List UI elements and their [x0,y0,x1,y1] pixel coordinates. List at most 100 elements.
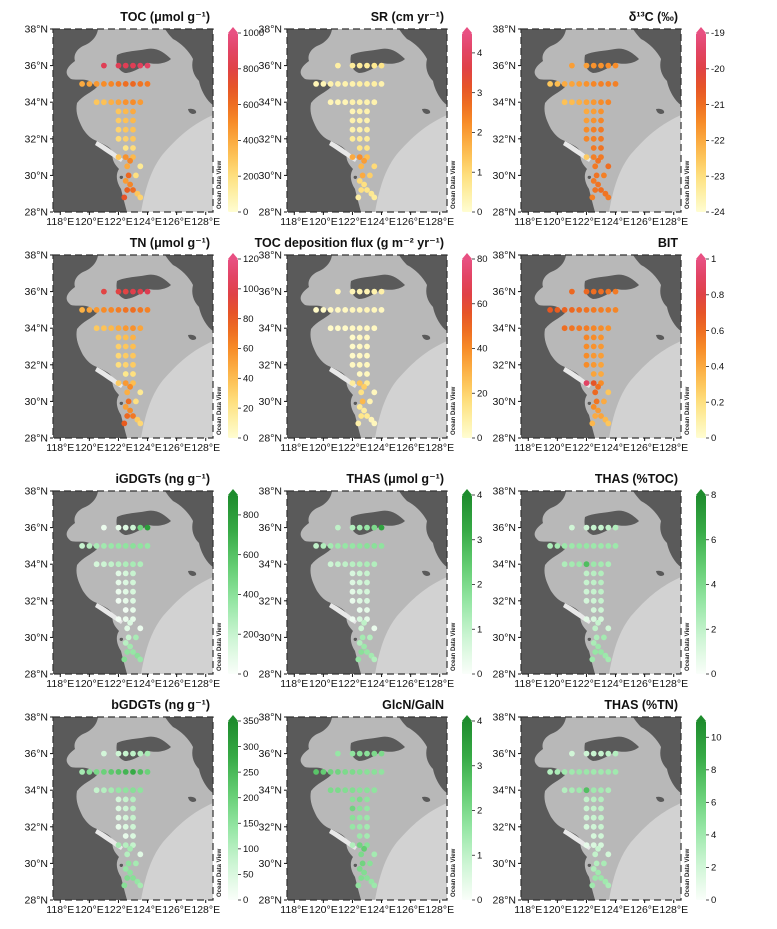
station-point [554,81,561,87]
station-point [598,805,604,812]
station-point [356,404,363,410]
colorbar-tick-label: 3 [477,88,482,99]
station-point [356,81,363,87]
colorbar-tick-label: 80 [243,314,254,325]
station-point [583,524,590,531]
map-frame [520,28,682,213]
panel-title: δ¹³C (‰) [629,10,678,24]
colorbar-tick-label: -24 [711,207,725,218]
lat-tick-label: 28°N [259,433,282,445]
station-point [115,796,122,803]
lon-tick-label: 126°E [630,904,659,916]
station-point [371,99,378,106]
lon-tick-label: 128°E [191,442,220,454]
station-point [108,307,115,313]
colorbar-tick-label: 150 [243,818,259,829]
station-point [590,814,597,821]
station-layer [313,288,385,427]
station-point [335,787,341,794]
station-point [356,371,363,377]
colorbar-tick-label: 8 [711,765,716,776]
station-point [108,99,115,106]
station-point [590,805,597,812]
lon-tick-label: 124°E [601,216,630,228]
lat-tick-label: 38°N [25,712,48,724]
station-point [598,588,604,595]
lat-tick-label: 36°N [25,60,48,72]
station-point [359,634,366,641]
station-point [130,126,136,133]
station-point [554,543,561,549]
station-point [361,181,367,188]
station-point [364,145,370,151]
lat-tick-label: 30°N [493,632,516,644]
station-point [144,543,151,549]
station-point [547,543,553,549]
station-point [590,343,597,350]
station-point [130,325,136,332]
station-point [101,81,107,87]
colorbar: -24 -23 -22 -21 -20 -19 [696,27,725,218]
map-background [53,491,213,674]
station-point [79,769,85,775]
station-point [561,307,568,313]
station-point [137,750,144,757]
station-point [335,543,341,549]
lon-tick-label: 120°E [75,678,104,690]
station-point [364,579,370,586]
station-point [356,343,363,350]
station-layer [547,62,619,201]
lon-tick-label: 126°E [630,442,659,454]
station-point [598,117,604,124]
panel-title: SR (cm yr⁻¹) [371,10,444,24]
station-point [592,187,599,193]
station-point [590,126,597,133]
station-point [130,543,136,549]
station-point [355,882,362,889]
station-point [356,524,363,531]
station-point [364,561,370,568]
station-point [583,616,590,622]
lon-tick-label: 122°E [572,442,601,454]
station-point [547,81,553,87]
colorbar-tick-label: 3 [477,761,482,772]
station-point [371,420,378,427]
station-point [595,383,601,390]
station-point [592,649,599,655]
station-point [130,108,136,115]
station-point [133,398,139,405]
station-point [125,860,132,867]
colorbar-tick-label: 300 [243,742,259,753]
station-point [364,187,370,193]
station-point [358,649,365,655]
station-point [115,352,122,359]
map-frame [52,28,214,213]
station-point [349,343,356,350]
station-point [364,307,370,313]
station-point [108,787,115,794]
station-point [101,769,107,775]
station-point [356,579,363,586]
station-point [137,62,144,69]
station-point [583,750,590,757]
lon-tick-label: 124°E [133,678,162,690]
station-point [605,307,612,313]
station-point [361,407,367,414]
lon-tick-label: 118°E [46,904,74,916]
station-point [137,787,144,794]
station-point [561,561,568,568]
station-point [371,325,378,332]
station-point [115,99,122,106]
station-point [378,769,385,775]
lon-tick-label: 124°E [367,678,396,690]
station-point [569,325,575,332]
lat-tick-label: 32°N [493,821,516,833]
lon-tick-label: 118°E [514,678,542,690]
station-point [356,135,363,142]
station-point [569,81,575,87]
station-point [356,126,363,133]
odv-watermark: Ocean Data View [217,160,223,209]
